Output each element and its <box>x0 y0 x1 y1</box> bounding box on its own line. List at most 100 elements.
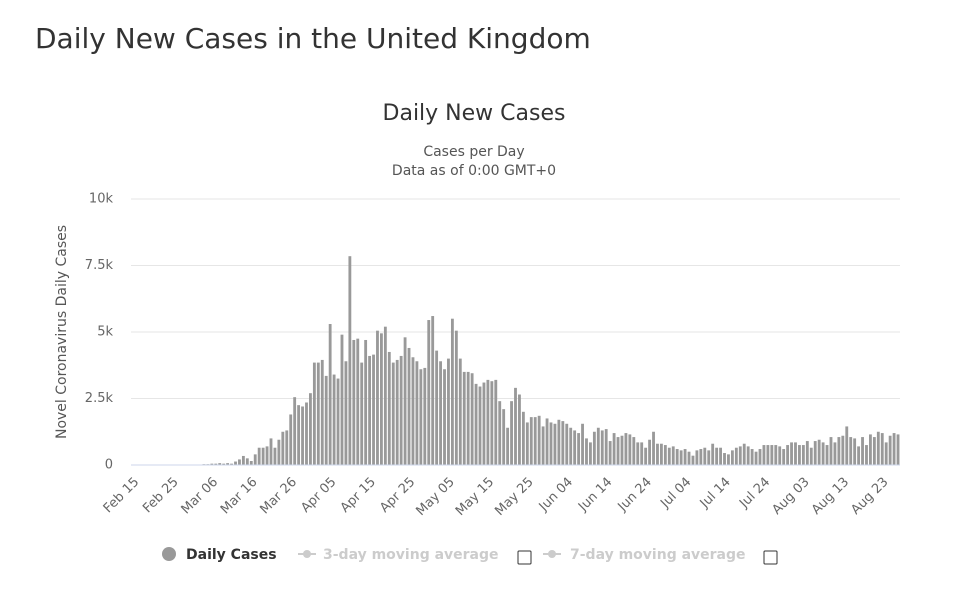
x-tick-label: Aug 23 <box>848 475 891 518</box>
bar <box>218 463 222 465</box>
y-tick-label: 7.5k <box>85 258 114 273</box>
bar <box>431 316 435 465</box>
bar <box>809 447 813 465</box>
bar <box>316 362 320 465</box>
bar <box>253 454 257 465</box>
bar <box>482 382 486 465</box>
bar <box>395 359 399 465</box>
bar <box>450 318 454 465</box>
y-tick-label: 0 <box>105 458 113 473</box>
bar <box>549 422 553 465</box>
bar <box>391 362 395 465</box>
bar <box>829 437 833 465</box>
bar <box>628 434 632 465</box>
bar <box>332 374 336 465</box>
bar <box>403 337 407 465</box>
bar <box>762 445 766 465</box>
y-axis-label: Novel Coronavirus Daily Cases <box>54 225 70 439</box>
bar <box>865 445 868 465</box>
legend-item[interactable]: 7-day moving average <box>570 547 746 563</box>
bar <box>766 445 770 465</box>
bar <box>293 397 297 465</box>
bar <box>849 437 853 465</box>
bar <box>312 362 316 465</box>
bar <box>652 431 655 465</box>
y-tick-label: 10k <box>89 192 114 207</box>
bar <box>462 371 466 465</box>
bar <box>880 433 884 465</box>
bar <box>226 463 230 465</box>
bar <box>825 445 829 465</box>
bar <box>892 433 896 465</box>
bar <box>454 330 458 465</box>
bar <box>648 439 652 465</box>
bar <box>356 338 360 465</box>
legend-marker[interactable] <box>303 550 311 558</box>
bar <box>730 450 734 465</box>
bar <box>230 463 233 465</box>
bar <box>411 357 415 465</box>
bar <box>415 361 419 465</box>
bar <box>498 401 502 465</box>
x-tick-label: Feb 15 <box>101 475 143 517</box>
bar <box>490 381 494 465</box>
bar <box>727 454 730 465</box>
bar <box>214 463 218 465</box>
bar <box>399 355 403 465</box>
bar <box>585 438 588 465</box>
bar <box>691 455 695 465</box>
legend-marker[interactable] <box>162 547 176 561</box>
bar <box>841 435 845 465</box>
x-tick-label: Apr 15 <box>338 475 379 516</box>
legend-item[interactable]: 3-day moving average <box>323 547 499 563</box>
bar <box>837 437 841 465</box>
bar <box>723 453 726 465</box>
bar <box>644 447 648 465</box>
bar <box>502 409 506 465</box>
bar <box>636 442 640 465</box>
x-tick-label: May 05 <box>414 475 458 519</box>
bar <box>758 449 762 465</box>
bar <box>612 433 616 465</box>
bar <box>679 450 683 465</box>
bar <box>376 330 379 465</box>
bar <box>407 347 411 465</box>
bar <box>265 446 269 465</box>
bar <box>896 434 900 465</box>
legend-checkbox[interactable] <box>517 550 532 565</box>
bar <box>320 359 324 465</box>
bar <box>821 442 825 465</box>
x-tick-label: Jul 24 <box>736 475 773 512</box>
bar <box>340 334 344 465</box>
bar <box>510 401 513 465</box>
x-tick-label: Apr 05 <box>298 475 339 516</box>
bar <box>715 447 719 465</box>
bar <box>241 455 245 465</box>
bar <box>707 450 711 465</box>
legend-marker[interactable] <box>548 550 556 558</box>
legend-item[interactable]: Daily Cases <box>186 547 277 563</box>
chart-title: Daily New Cases <box>383 101 566 126</box>
y-tick-label: 5k <box>97 325 113 340</box>
bar <box>447 358 450 465</box>
chart-subtitle: Data as of 0:00 GMT+0 <box>392 163 556 179</box>
bar <box>872 437 876 465</box>
legend-checkbox[interactable] <box>763 550 778 565</box>
bar <box>869 434 872 465</box>
bar <box>616 437 620 465</box>
y-tick-label: 2.5k <box>85 391 114 406</box>
bar <box>569 427 573 465</box>
bar <box>861 437 864 465</box>
x-tick-label: May 25 <box>492 475 536 519</box>
bar <box>305 402 308 465</box>
x-tick-label: Aug 13 <box>809 475 852 518</box>
bar <box>379 333 383 465</box>
bar <box>667 447 671 465</box>
bar <box>249 461 253 465</box>
x-tick-label: Mar 26 <box>257 475 300 518</box>
x-tick-label: Jul 14 <box>697 475 734 512</box>
bar <box>695 450 699 465</box>
bar <box>387 351 391 465</box>
bar <box>344 361 348 465</box>
